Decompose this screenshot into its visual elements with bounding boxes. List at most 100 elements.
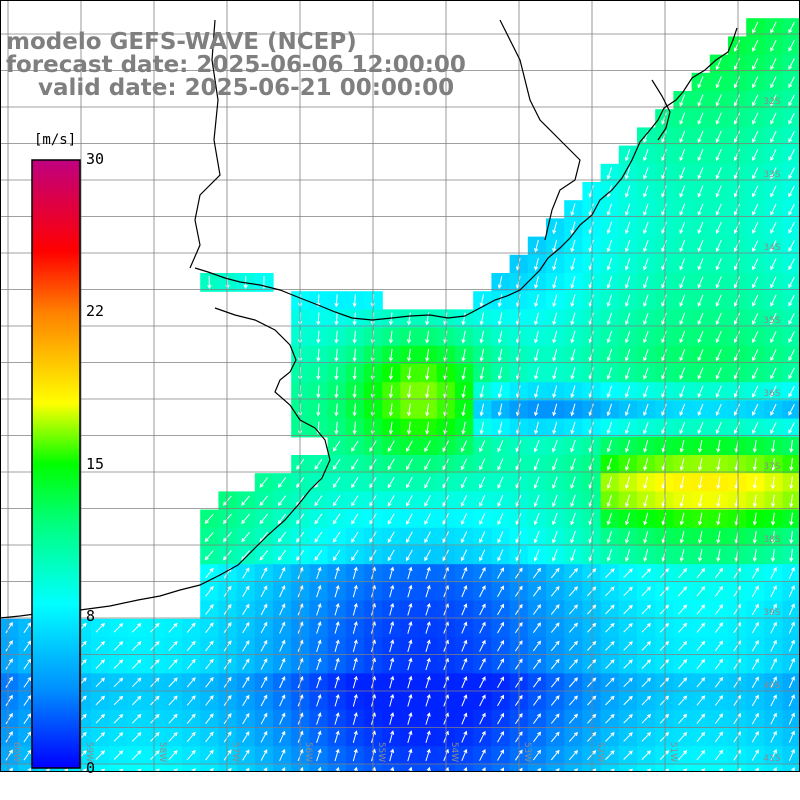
wind-arrow xyxy=(588,239,594,253)
wind-speed-cell xyxy=(18,764,37,772)
wind-speed-cell xyxy=(273,764,292,772)
wind-arrow xyxy=(426,766,431,772)
wind-arrow xyxy=(532,622,541,633)
wind-arrow xyxy=(752,258,759,271)
wind-arrow xyxy=(770,203,777,216)
wind-arrow xyxy=(696,567,706,579)
wind-arrow xyxy=(113,750,124,760)
wind-speed-cell xyxy=(163,764,183,772)
wind-speed-cell xyxy=(600,764,620,772)
wind-arrow xyxy=(697,94,704,107)
wind-arrow xyxy=(389,657,395,671)
wind-speed-cell xyxy=(546,764,565,772)
wind-arrow xyxy=(788,203,795,216)
wind-arrow xyxy=(570,549,576,562)
wind-arrow xyxy=(770,694,777,707)
wind-arrow xyxy=(23,676,32,688)
wind-arrow xyxy=(260,658,268,670)
wind-arrow xyxy=(424,476,431,489)
wind-arrow xyxy=(770,621,777,634)
wind-arrow xyxy=(696,586,706,597)
wind-arrow xyxy=(661,221,667,235)
wind-arrow xyxy=(352,712,358,725)
wind-arrow xyxy=(678,622,688,633)
wind-arrow xyxy=(606,167,613,180)
wind-arrow xyxy=(697,385,704,398)
wind-arrow xyxy=(641,695,652,706)
wind-arrow xyxy=(425,621,431,634)
wind-arrow xyxy=(460,513,468,526)
wind-arrow xyxy=(678,640,688,651)
wind-arrow xyxy=(788,58,795,70)
wind-arrow xyxy=(223,585,232,597)
wind-arrow xyxy=(316,312,321,326)
wind-arrow xyxy=(460,494,468,507)
wind-arrow xyxy=(623,732,633,742)
wind-arrow xyxy=(131,677,142,688)
wind-arrow xyxy=(788,185,795,198)
wind-arrow xyxy=(425,348,430,362)
wind-arrow xyxy=(643,330,649,344)
wind-arrow xyxy=(789,458,794,472)
wind-arrow xyxy=(552,276,558,289)
wind-arrow xyxy=(789,530,794,544)
wind-arrow xyxy=(461,712,468,725)
wind-arrow xyxy=(241,531,250,543)
wind-arrow xyxy=(389,584,395,598)
wind-arrow xyxy=(497,513,504,526)
wind-arrow xyxy=(678,568,688,579)
wind-arrow xyxy=(533,494,540,508)
wind-arrow xyxy=(352,621,358,634)
wind-arrow xyxy=(588,276,594,289)
wind-arrow xyxy=(481,767,486,772)
wind-arrow xyxy=(624,385,631,399)
wind-arrow xyxy=(534,330,539,344)
wind-arrow xyxy=(715,167,722,180)
wind-arrow xyxy=(714,585,724,597)
wind-speed-cell xyxy=(72,764,92,772)
wind-arrow xyxy=(388,403,394,417)
wind-arrow xyxy=(568,640,578,651)
wind-arrow xyxy=(186,677,196,688)
wind-arrow xyxy=(460,440,468,453)
wind-arrow xyxy=(770,585,777,598)
wind-arrow xyxy=(788,730,795,743)
wind-arrow xyxy=(697,258,704,271)
wind-arrow xyxy=(606,276,613,289)
wind-arrow xyxy=(788,367,795,380)
wind-arrow xyxy=(679,294,686,307)
wind-arrow xyxy=(679,385,686,398)
wind-arrow xyxy=(407,639,413,653)
wind-arrow xyxy=(227,767,232,772)
colorbar-gradient xyxy=(31,159,81,769)
wind-arrow xyxy=(552,458,558,471)
wind-arrow xyxy=(788,621,795,634)
wind-arrow xyxy=(150,659,160,669)
wind-arrow xyxy=(714,713,724,724)
wind-arrow xyxy=(424,531,431,544)
wind-arrow xyxy=(497,330,503,344)
wind-speed-cell xyxy=(254,764,274,772)
wind-arrow xyxy=(389,602,395,616)
wind-arrow xyxy=(131,695,142,706)
wind-arrow xyxy=(679,276,686,289)
wind-arrow xyxy=(679,112,686,125)
wind-arrow xyxy=(316,748,322,762)
wind-arrow xyxy=(461,385,466,399)
wind-arrow xyxy=(532,713,541,724)
wind-arrow xyxy=(534,257,539,271)
wind-arrow xyxy=(168,750,178,761)
wind-arrow xyxy=(497,603,505,616)
wind-arrow xyxy=(752,439,757,453)
wind-arrow xyxy=(351,477,359,489)
wind-arrow xyxy=(752,312,759,325)
wind-arrow xyxy=(406,458,413,471)
wind-arrow xyxy=(661,185,667,198)
valid-date: valid date: 2025-06-21 00:00:00 xyxy=(6,75,455,101)
wind-arrow xyxy=(661,349,667,362)
wind-arrow xyxy=(788,603,795,616)
wind-arrow xyxy=(605,695,615,706)
border-line xyxy=(189,19,221,269)
wind-arrow xyxy=(222,495,232,506)
wind-arrow xyxy=(552,512,558,526)
